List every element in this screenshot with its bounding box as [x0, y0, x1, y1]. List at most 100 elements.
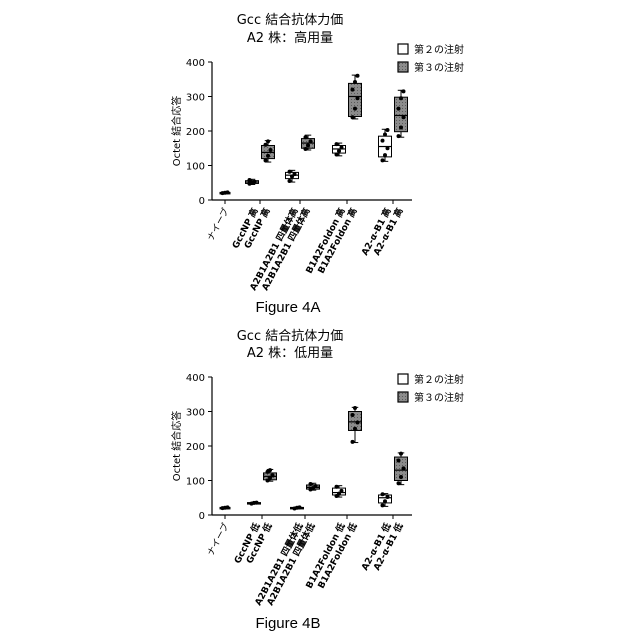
data-point	[353, 406, 357, 410]
data-point	[264, 143, 268, 147]
box-plot	[379, 492, 392, 507]
data-point	[351, 115, 355, 119]
data-point	[381, 503, 385, 507]
y-tick-label: 300	[186, 93, 205, 104]
data-point	[266, 154, 270, 158]
data-point	[304, 147, 308, 151]
data-point	[226, 190, 230, 194]
data-point	[351, 440, 355, 444]
data-point	[356, 96, 360, 100]
y-tick-label: 400	[186, 58, 205, 69]
data-point	[253, 180, 257, 184]
y-tick-label: 100	[186, 477, 205, 488]
data-point	[383, 153, 387, 157]
data-point	[337, 149, 341, 153]
data-point	[397, 107, 401, 111]
y-tick-label: 400	[186, 373, 205, 384]
box-plot	[302, 135, 315, 151]
data-point	[381, 139, 385, 143]
data-point	[399, 475, 403, 479]
chart-b: 0100200300400Octet 結合応答ナイーブGccNP 低GccNP …	[170, 373, 464, 608]
y-tick-label: 0	[199, 511, 205, 522]
box-plot	[395, 89, 408, 138]
legend-label: 第３の注射	[414, 391, 464, 404]
box-plot	[248, 501, 261, 506]
data-point	[381, 158, 385, 162]
data-point	[255, 501, 259, 505]
legend: 第２の注射第３の注射	[398, 373, 464, 404]
legend-label: 第３の注射	[414, 61, 464, 74]
data-point	[399, 126, 403, 130]
data-point	[293, 172, 297, 176]
data-point	[288, 170, 292, 174]
data-point	[264, 158, 268, 162]
data-point	[271, 473, 275, 477]
box-plot	[291, 505, 304, 510]
data-point	[309, 482, 313, 486]
data-point	[268, 468, 272, 472]
box	[349, 83, 362, 116]
y-tick-label: 200	[186, 442, 205, 453]
y-tick-label: 100	[186, 162, 205, 173]
data-point	[304, 135, 308, 139]
chart-a-title: Gcc 結合抗体力価	[237, 13, 344, 28]
data-point	[353, 107, 357, 111]
x-tick-label: ナイーブ	[204, 206, 231, 243]
data-point	[353, 80, 357, 84]
box-plot	[349, 406, 362, 444]
data-point	[356, 421, 360, 425]
legend-swatch	[398, 62, 408, 72]
data-point	[397, 481, 401, 485]
box-plot	[220, 505, 230, 510]
data-point	[309, 139, 313, 143]
data-point	[248, 178, 252, 182]
figure-a-caption: Figure 4A	[255, 299, 320, 316]
chart-a-subtitle: A2 株：高用量	[247, 30, 333, 46]
data-point	[298, 505, 302, 509]
box-plot	[246, 178, 259, 186]
data-point	[402, 466, 406, 470]
data-point	[397, 134, 401, 138]
data-point	[335, 152, 339, 156]
data-point	[386, 495, 390, 499]
y-axis-label: Octet 結合応答	[170, 96, 183, 167]
data-point	[351, 88, 355, 92]
legend-label: 第２の注射	[414, 373, 464, 386]
y-axis-label: Octet 結合応答	[170, 411, 183, 482]
data-point	[386, 128, 390, 132]
data-point	[288, 179, 292, 183]
legend-swatch	[398, 374, 408, 384]
data-point	[402, 89, 406, 93]
box-plot	[220, 190, 230, 195]
box-plot	[395, 452, 408, 486]
y-tick-label: 300	[186, 408, 205, 419]
chart-b-subtitle: A2 株：低用量	[247, 346, 333, 361]
x-tick-label: ナイーブ	[204, 521, 231, 558]
legend: 第２の注射第３の注射	[398, 43, 464, 74]
data-point	[269, 148, 273, 152]
data-point	[381, 492, 385, 496]
data-point	[356, 74, 360, 78]
data-point	[266, 139, 270, 143]
box-plot	[333, 142, 346, 156]
box-plot	[262, 139, 275, 162]
data-point	[335, 142, 339, 146]
legend-swatch	[398, 392, 408, 402]
data-point	[335, 485, 339, 489]
box-plot	[307, 482, 320, 492]
data-point	[340, 489, 344, 493]
legend-label: 第２の注射	[414, 43, 464, 56]
data-point	[353, 427, 357, 431]
data-point	[314, 484, 318, 488]
box-plot	[333, 485, 346, 498]
box-plot	[286, 170, 299, 183]
figure-b-caption: Figure 4B	[255, 615, 320, 632]
data-point	[402, 115, 406, 119]
data-point	[397, 458, 401, 462]
data-point	[383, 132, 387, 136]
data-point	[340, 146, 344, 150]
data-point	[226, 505, 230, 509]
legend-swatch	[398, 44, 408, 54]
